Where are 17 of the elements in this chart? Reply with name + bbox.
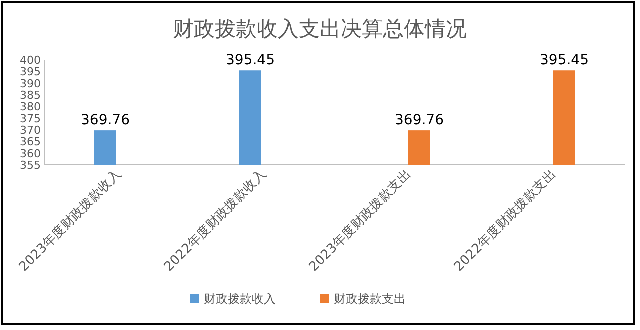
data-label: 395.45 [226, 52, 275, 69]
y-tick-label: 390 [20, 77, 41, 90]
y-tick-label: 395 [20, 66, 41, 79]
chart-title: 财政拨款收入支出决算总体情况 [173, 17, 467, 41]
y-tick-label: 365 [20, 136, 41, 149]
y-tick-label: 380 [20, 100, 41, 114]
y-tick-label: 355 [20, 159, 41, 172]
data-label: 369.76 [81, 112, 130, 129]
data-label: 369.76 [395, 112, 444, 129]
y-tick-label: 400 [20, 54, 41, 67]
y-tick-label: 375 [20, 112, 41, 126]
legend-label: 财政拨款支出 [334, 292, 406, 306]
legend-label: 财政拨款收入 [204, 292, 276, 306]
data-label: 395.45 [540, 52, 589, 69]
y-tick-label: 370 [20, 124, 41, 137]
y-tick-label: 360 [20, 147, 41, 160]
y-tick-label: 385 [20, 89, 41, 102]
